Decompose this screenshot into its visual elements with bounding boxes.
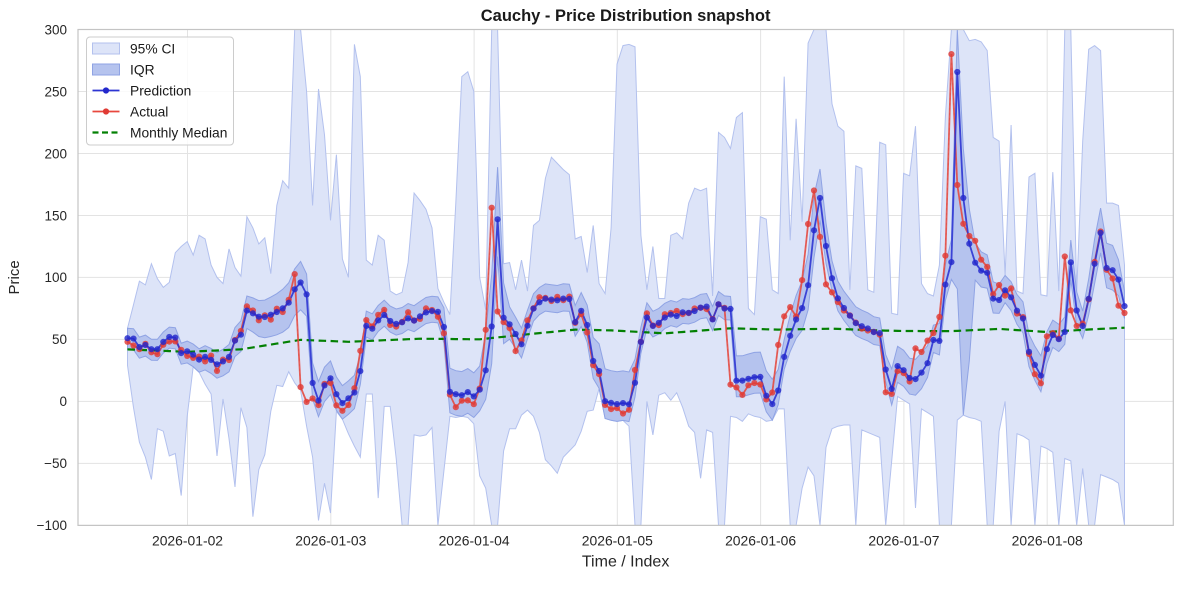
svg-text:2026-01-04: 2026-01-04 <box>439 532 510 548</box>
svg-text:Time / Index: Time / Index <box>582 553 669 570</box>
svg-text:2026-01-06: 2026-01-06 <box>725 532 796 548</box>
svg-text:Prediction: Prediction <box>130 83 191 98</box>
svg-text:IQR: IQR <box>130 62 155 77</box>
svg-text:2026-01-05: 2026-01-05 <box>582 532 653 548</box>
svg-text:0: 0 <box>59 394 67 409</box>
svg-text:−50: −50 <box>44 456 67 471</box>
svg-text:50: 50 <box>52 332 67 347</box>
svg-text:2026-01-07: 2026-01-07 <box>868 532 939 548</box>
svg-text:100: 100 <box>44 270 67 285</box>
svg-text:250: 250 <box>44 84 67 99</box>
svg-text:150: 150 <box>44 208 67 223</box>
svg-text:−100: −100 <box>37 518 67 533</box>
svg-text:95% CI: 95% CI <box>130 41 175 56</box>
svg-text:200: 200 <box>44 146 67 161</box>
svg-text:2026-01-03: 2026-01-03 <box>295 532 366 548</box>
svg-text:Price: Price <box>6 260 23 294</box>
svg-text:2026-01-02: 2026-01-02 <box>152 532 223 548</box>
svg-text:Monthly Median: Monthly Median <box>130 125 227 140</box>
svg-text:2026-01-08: 2026-01-08 <box>1012 532 1083 548</box>
svg-text:300: 300 <box>44 22 67 37</box>
svg-text:Actual: Actual <box>130 104 168 119</box>
svg-text:Cauchy - Price Distribution sn: Cauchy - Price Distribution snapshot <box>481 7 771 25</box>
